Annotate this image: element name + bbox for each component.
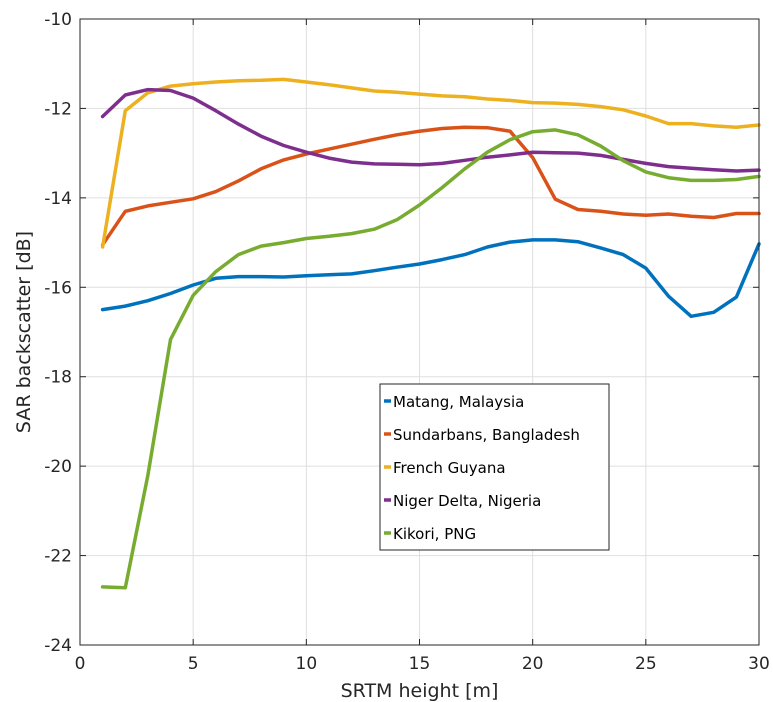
series-line-5 [100, 128, 761, 590]
y-axis-label: SAR backscatter [dB] [13, 231, 35, 433]
x-tick-label: 15 [409, 654, 431, 674]
legend-label: Niger Delta, Nigeria [393, 492, 541, 510]
x-tick-label: 5 [188, 654, 199, 674]
series-line-4 [100, 87, 761, 173]
y-tick-label: -18 [44, 368, 72, 388]
x-tick-label: 10 [296, 654, 318, 674]
axis-ticks: 0 5 10 15 20 25 30 -24 -22 -20 -18 -16 -14 -12 -10 [44, 10, 770, 674]
series-line-3 [100, 77, 761, 249]
y-tick-label: -22 [44, 547, 72, 567]
x-tick-label: 25 [635, 654, 657, 674]
x-tick-label: 20 [522, 654, 544, 674]
y-tick-label: -16 [44, 278, 72, 298]
legend-label: Matang, Malaysia [393, 393, 524, 411]
legend-box [379, 383, 610, 551]
x-axis-label: SRTM height [m] [341, 680, 499, 702]
series-lines [100, 77, 761, 590]
series-line-2 [100, 125, 761, 247]
x-tick-label: 0 [75, 654, 86, 674]
y-tick-label: -14 [44, 189, 72, 209]
y-tick-label: -20 [44, 457, 72, 477]
legend-label: Kikori, PNG [393, 525, 476, 543]
legend: Matang, Malaysia Sundarbans, Bangladesh Fr… [379, 383, 610, 551]
legend-label: French Guyana [393, 459, 506, 477]
legend-items: Matang, Malaysia Sundarbans, Bangladesh Fr… [384, 393, 580, 543]
x-tick-label: 30 [748, 654, 770, 674]
series-line-1 [100, 238, 761, 319]
y-tick-label: -12 [44, 99, 72, 119]
y-tick-label: -10 [44, 10, 72, 30]
legend-label: Sundarbans, Bangladesh [393, 426, 580, 444]
y-tick-label: -24 [44, 636, 72, 656]
